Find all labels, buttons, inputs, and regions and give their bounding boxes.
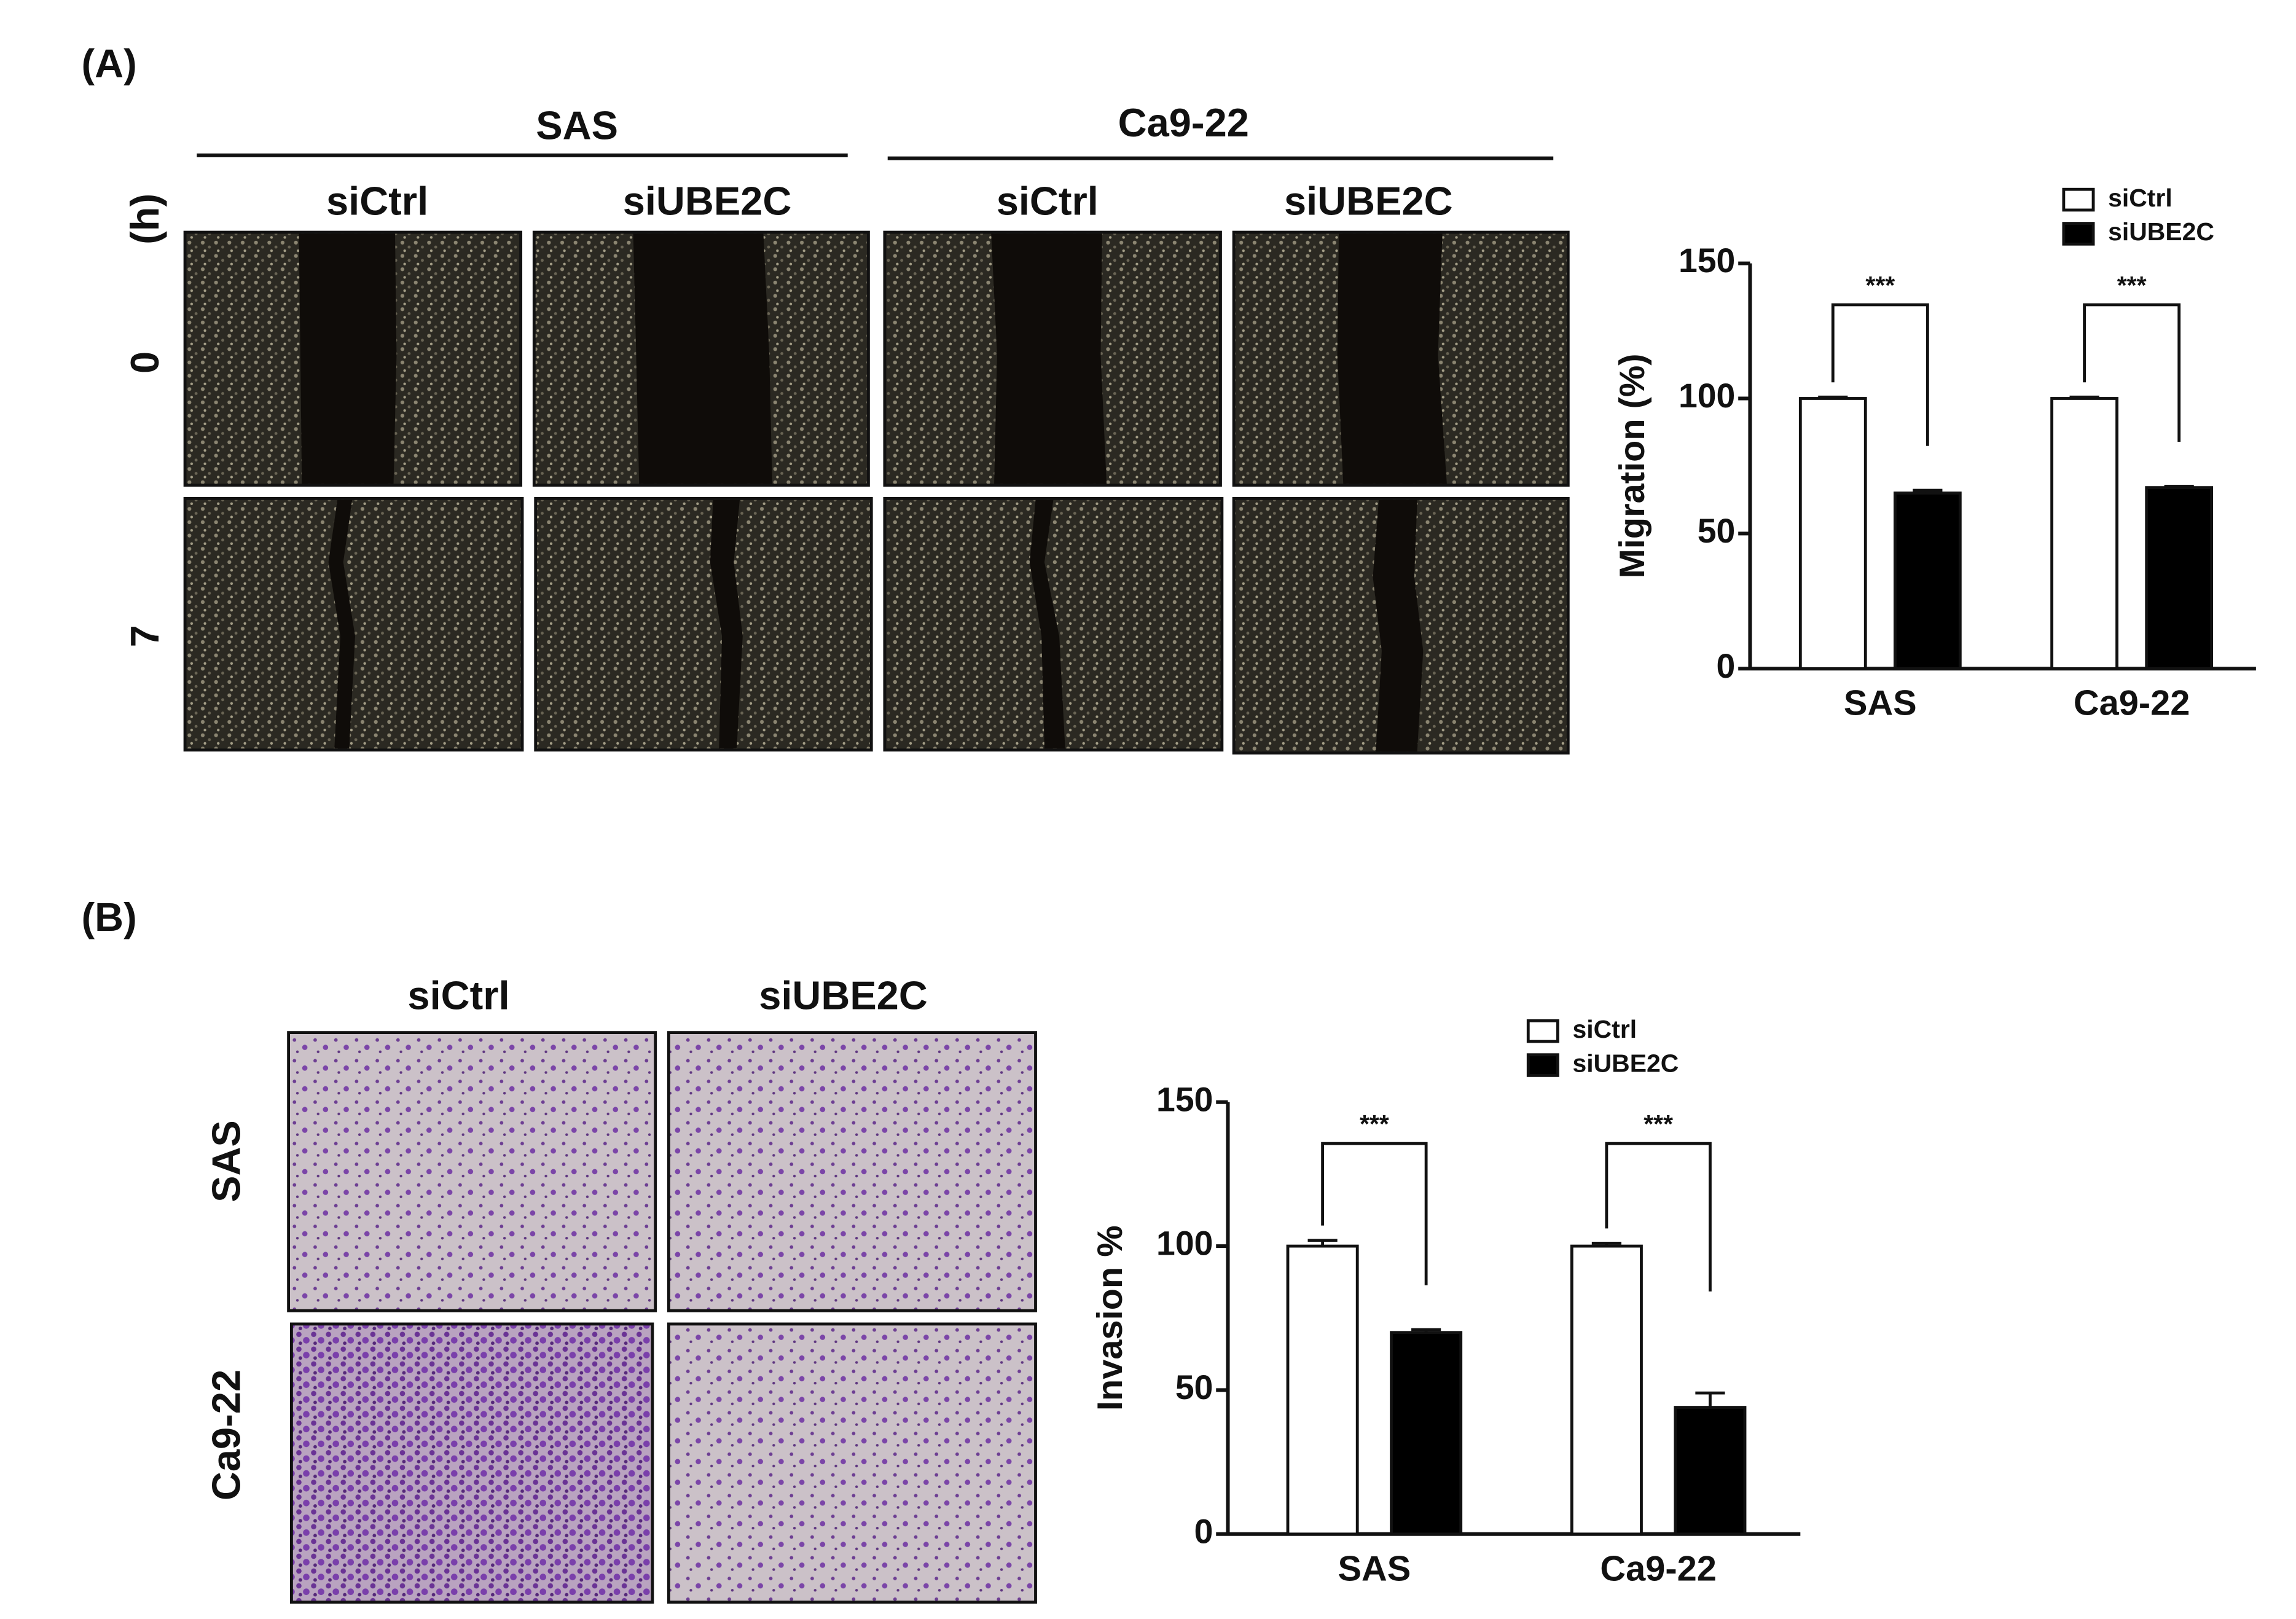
legend-swatch xyxy=(2062,222,2095,246)
bar xyxy=(1286,1244,1359,1536)
y-axis-label: Invasion % xyxy=(1091,1225,1130,1411)
group-label: Ca9-22 xyxy=(1118,100,1249,145)
significance-label: *** xyxy=(1360,1110,1389,1138)
micrograph xyxy=(534,496,873,752)
time-label: 0 xyxy=(122,351,167,374)
bar xyxy=(1390,1331,1463,1536)
column-label: siCtrl xyxy=(997,178,1099,223)
legend-label: siCtrl xyxy=(2108,184,2173,212)
y-axis-label: Migration (%) xyxy=(1613,354,1652,579)
significance-label: *** xyxy=(1644,1110,1673,1138)
micrograph xyxy=(287,1031,657,1312)
bar xyxy=(1674,1406,1747,1536)
gap xyxy=(299,233,397,484)
significance-bracket xyxy=(1605,1142,1712,1292)
error-bar xyxy=(1411,1328,1441,1333)
error-bar xyxy=(1913,488,1943,493)
y-tick-label: 0 xyxy=(1717,647,1736,685)
column-label: siUBE2C xyxy=(759,973,928,1017)
error-bar xyxy=(1591,1242,1621,1247)
error-bar xyxy=(2069,395,2099,399)
panel-label: (B) xyxy=(82,895,137,939)
legend-swatch xyxy=(1526,1053,1559,1077)
error-bar xyxy=(1818,395,1848,399)
bar xyxy=(2145,486,2214,670)
error-bar xyxy=(2164,485,2194,488)
y-tick-label: 50 xyxy=(1175,1368,1213,1406)
wound-images xyxy=(183,230,1570,755)
error-bar xyxy=(1695,1391,1725,1408)
row-label: SAS xyxy=(203,1120,248,1202)
column-label: siUBE2C xyxy=(1284,178,1453,223)
y-tick-label: 150 xyxy=(1679,241,1735,280)
x-tick-label: Ca9-22 xyxy=(1600,1549,1716,1588)
group-label: SAS xyxy=(536,103,618,148)
column-label: siUBE2C xyxy=(623,178,792,223)
gap xyxy=(710,500,743,749)
y-tick-label: 50 xyxy=(1698,512,1736,550)
micrograph xyxy=(183,496,524,752)
gap xyxy=(328,500,355,749)
bar xyxy=(1798,397,1867,670)
gap xyxy=(1373,500,1424,752)
legend-swatch xyxy=(2062,187,2095,212)
error-bar xyxy=(1307,1239,1338,1247)
bar xyxy=(1893,492,1962,670)
legend-label: siUBE2C xyxy=(1573,1049,1679,1077)
x-tick-label: Ca9-22 xyxy=(2074,684,2190,723)
legend-label: siCtrl xyxy=(1573,1015,1637,1043)
time-label: 7 xyxy=(122,625,167,647)
gap xyxy=(1337,233,1447,484)
time-unit: (h) xyxy=(122,194,167,245)
significance-bracket xyxy=(2083,303,2181,442)
y-tick-label: 100 xyxy=(1156,1225,1213,1263)
wound-gaps xyxy=(299,233,1447,752)
gap xyxy=(1029,500,1065,749)
bar xyxy=(2050,397,2118,670)
column-label: siCtrl xyxy=(407,973,509,1017)
legend-swatch xyxy=(1526,1019,1559,1043)
y-tick-label: 100 xyxy=(1679,377,1735,415)
column-label: siCtrl xyxy=(326,178,428,223)
x-tick-label: SAS xyxy=(1338,1549,1411,1588)
micrograph xyxy=(290,1322,654,1604)
gap xyxy=(633,233,772,484)
significance-bracket xyxy=(1831,303,1929,446)
y-tick-label: 150 xyxy=(1156,1080,1213,1118)
transwell-images xyxy=(287,1031,1037,1604)
gap xyxy=(991,233,1107,484)
significance-bracket xyxy=(1321,1142,1428,1285)
micrograph xyxy=(667,1031,1037,1312)
bar xyxy=(1570,1244,1643,1536)
micrograph xyxy=(667,1322,1037,1604)
y-tick-label: 0 xyxy=(1194,1512,1213,1550)
panel-label: (A) xyxy=(82,41,137,86)
legend-label: siUBE2C xyxy=(2108,218,2214,246)
row-label: Ca9-22 xyxy=(203,1370,248,1500)
significance-label: *** xyxy=(1865,271,1895,299)
significance-label: *** xyxy=(2117,271,2147,299)
x-tick-label: SAS xyxy=(1844,684,1917,723)
